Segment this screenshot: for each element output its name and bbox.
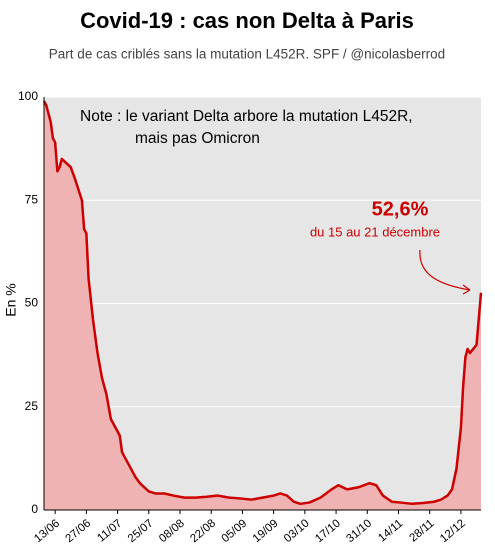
note-line: mais pas Omicron [135, 130, 260, 147]
y-tick-label: 50 [25, 296, 39, 310]
x-tick-label: 17/10 [313, 517, 343, 545]
chart-title: Covid-19 : cas non Delta à Paris [80, 8, 414, 33]
x-tick-label: 22/08 [188, 517, 218, 545]
callout-arrow [419, 249, 471, 291]
x-tick-label: 27/06 [63, 517, 93, 545]
y-tick-label: 25 [25, 399, 39, 413]
callout-text: du 15 au 21 décembre [310, 224, 440, 239]
callout-arrowhead [462, 284, 471, 295]
note-line: Note : le variant Delta arbore la mutati… [80, 108, 413, 125]
y-axis-label: En % [3, 283, 19, 316]
x-tick-label: 03/10 [282, 517, 312, 545]
chart-subtitle: Part de cas criblés sans la mutation L45… [49, 47, 445, 62]
area [44, 101, 481, 510]
x-tick-label: 14/11 [376, 517, 405, 544]
y-tick-label: 100 [18, 89, 38, 103]
x-tick-label: 05/09 [220, 517, 250, 545]
x-tick-label: 13/06 [32, 517, 62, 545]
x-tick-label: 12/12 [438, 517, 468, 545]
y-tick-label: 0 [31, 502, 38, 516]
y-tick-label: 75 [25, 192, 39, 206]
x-tick-label: 11/07 [95, 517, 124, 544]
x-tick-label: 31/10 [344, 517, 374, 545]
x-tick-label: 08/08 [157, 517, 187, 545]
line [42, 100, 483, 506]
callout-value: 52,6% [372, 198, 429, 220]
x-tick-label: 19/09 [251, 517, 281, 545]
x-tick-label: 28/11 [407, 517, 436, 544]
x-tick-label: 25/07 [126, 517, 156, 545]
